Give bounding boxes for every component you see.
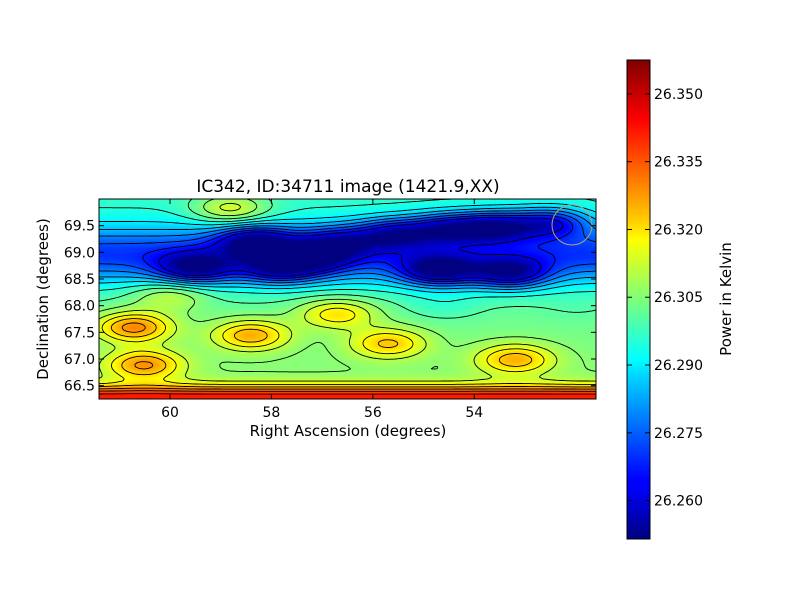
colorbar-tick-label: 26.350 (654, 87, 703, 103)
y-axis: 66.5 67.0 67.5 68.0 68.5 69.0 69.5 (64, 219, 596, 395)
plot-area (98, 198, 597, 400)
plot-frame (98, 198, 597, 400)
colorbar-tick-label: 26.275 (654, 426, 703, 442)
contour-level (99, 202, 596, 294)
contour-level (99, 322, 596, 390)
contour-level (99, 209, 596, 288)
contour-level (99, 199, 596, 319)
y-tick-label: 67.0 (64, 352, 95, 368)
colorbar-tick-label: 26.320 (654, 222, 703, 238)
colorbar-ticks: 26.350 26.335 26.320 26.305 26.290 26.275 26.2… (627, 87, 703, 510)
contour-level (99, 318, 596, 388)
x-axis-label: Right Ascension (degrees) (250, 422, 447, 440)
contour-level (99, 307, 596, 385)
contour-level (99, 199, 596, 303)
x-tick-label: 54 (465, 405, 483, 421)
colorbar-tick-label: 26.260 (654, 494, 703, 510)
y-tick-label: 69.5 (64, 219, 95, 235)
x-tick-label: 58 (263, 405, 281, 421)
y-tick-label: 68.0 (64, 299, 95, 315)
beam-circle (551, 204, 593, 246)
x-tick-label: 60 (161, 405, 179, 421)
contour-level (99, 212, 596, 286)
contour-level (99, 206, 596, 290)
y-tick-label: 66.5 (64, 379, 95, 395)
contour-level (99, 390, 596, 392)
contour-lines (99, 199, 596, 395)
colorbar-tick-label: 26.305 (654, 290, 703, 306)
heatmap-image (99, 199, 596, 399)
contour-level (99, 202, 596, 382)
contour-level (158, 216, 564, 281)
colorbar: 26.350 26.335 26.320 26.305 26.290 26.275 26.2… (626, 59, 735, 540)
chart-title: IC342, ID:34711 image (1421.9,XX) (196, 177, 499, 197)
colorbar-label: Power in Kelvin (717, 242, 735, 356)
y-tick-label: 69.0 (64, 245, 95, 261)
colorbar-tick-label: 26.290 (654, 358, 703, 374)
contour-level (142, 214, 574, 284)
colorbar-tick-label: 26.335 (654, 155, 703, 171)
colorbar-frame (626, 59, 651, 540)
contour-level (99, 199, 596, 373)
x-tick-label: 56 (364, 405, 382, 421)
colorbar-gradient (627, 60, 650, 539)
y-tick-label: 68.5 (64, 272, 95, 288)
y-tick-label: 67.5 (64, 325, 95, 341)
x-axis: 60 58 56 54 (161, 199, 483, 421)
y-axis-label: Declination (degrees) (34, 218, 52, 380)
